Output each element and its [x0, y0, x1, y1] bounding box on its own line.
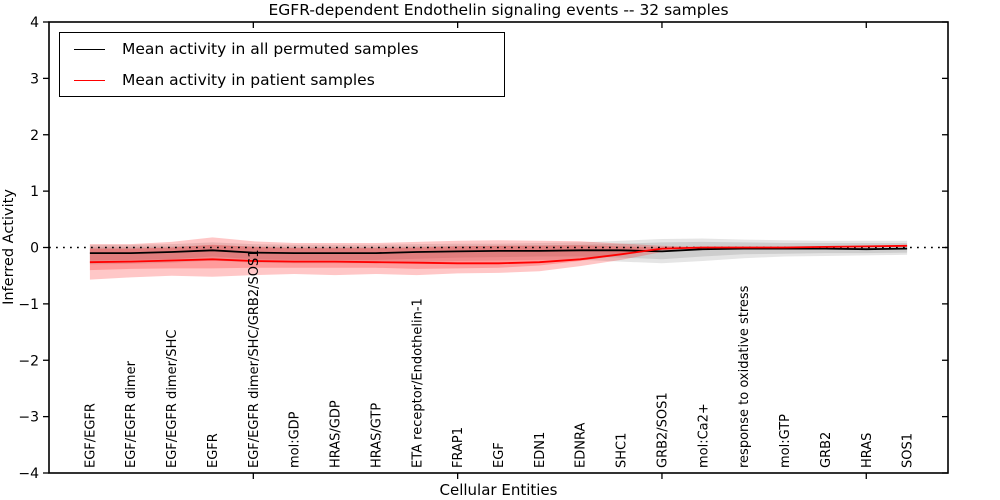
- x-category-label: HRAS/GTP: [369, 403, 384, 468]
- x-category-label: mol:Ca2+: [696, 403, 711, 468]
- x-category-label: EDN1: [533, 432, 548, 468]
- y-tick-label: 4: [30, 15, 39, 31]
- legend-item-1: Mean activity in patient samples: [60, 65, 504, 96]
- legend-item-0: Mean activity in all permuted samples: [60, 34, 504, 65]
- x-category-label: GRB2/SOS1: [655, 392, 670, 468]
- y-tick-label: 3: [30, 71, 39, 87]
- legend: Mean activity in all permuted samples Mea…: [59, 32, 505, 97]
- x-category-label: EDNRA: [574, 423, 589, 468]
- mean-permuted-line: [89, 247, 908, 255]
- x-category-label: HRAS: [860, 433, 875, 468]
- x-category-label: HRAS/GDP: [329, 400, 344, 468]
- legend-line-swatch: [74, 48, 105, 50]
- x-category-label: SOS1: [901, 433, 916, 468]
- x-category-label: response to oxidative stress: [737, 285, 752, 468]
- x-axis-label: Cellular Entities: [439, 481, 558, 499]
- x-category-label: EGFR: [206, 433, 221, 468]
- x-category-label: ETA receptor/Endothelin-1: [410, 298, 425, 468]
- x-category-label: EGF/EGFR dimer/SHC/GRB2/SOS1: [247, 250, 262, 469]
- y-tick-label: −2: [18, 353, 39, 369]
- legend-line-swatch: [74, 79, 105, 81]
- x-category-label: SHC1: [615, 433, 630, 468]
- y-tick-label: −3: [18, 410, 39, 426]
- legend-item-label: Mean activity in all permuted samples: [122, 40, 419, 58]
- y-axis-label: Inferred Activity: [1, 189, 17, 305]
- y-tick-label: 1: [30, 184, 39, 200]
- x-category-label: EGF/EGFR dimer/SHC: [165, 330, 180, 468]
- y-tick-label: 2: [30, 128, 39, 144]
- x-category-label: mol:GTP: [778, 414, 793, 468]
- x-category-label: FRAP1: [451, 427, 466, 468]
- y-tick-label: 0: [30, 241, 39, 257]
- patient-inner-band: [89, 244, 908, 271]
- mean-patient-line: [89, 244, 908, 265]
- x-category-label: EGF/EGFR dimer: [124, 360, 139, 468]
- x-category-label: EGF/EGFR: [83, 403, 98, 468]
- x-category-label: GRB2: [819, 432, 834, 468]
- x-category-label: EGF: [492, 442, 507, 468]
- y-tick-label: −4: [18, 466, 39, 482]
- chart-title: EGFR-dependent Endothelin signaling even…: [268, 1, 729, 19]
- legend-item-label: Mean activity in patient samples: [122, 71, 375, 89]
- x-category-label: mol:GDP: [288, 411, 303, 468]
- y-tick-label: −1: [18, 297, 39, 313]
